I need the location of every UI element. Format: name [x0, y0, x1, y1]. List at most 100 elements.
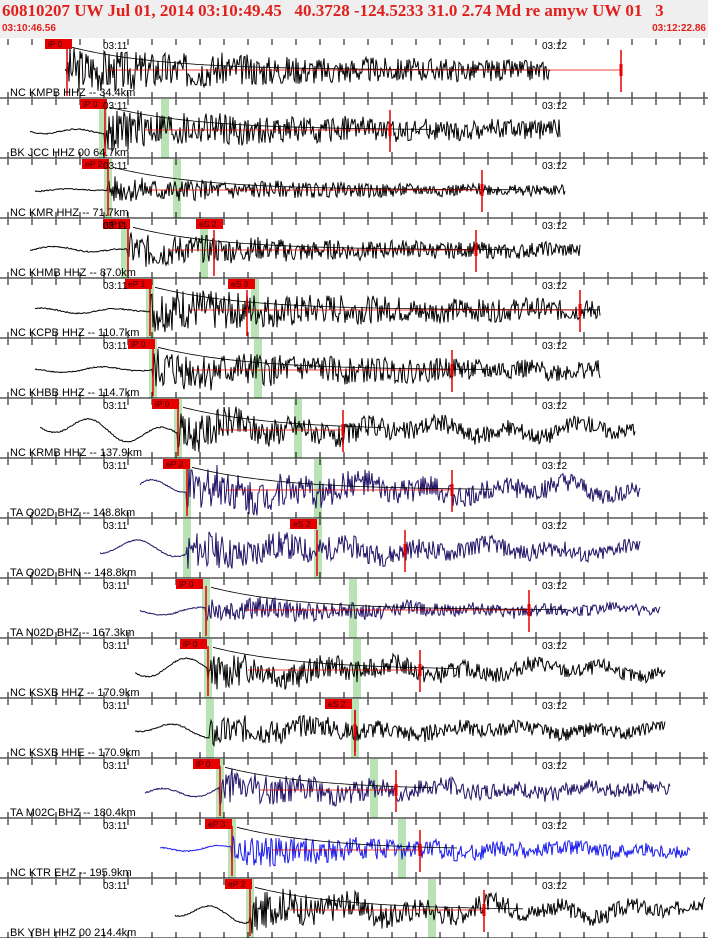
coda-pick-marker — [418, 664, 422, 676]
coda-curve — [109, 106, 431, 130]
time-label-right: 03:12 — [542, 641, 567, 652]
s-pick-label: eS 2 — [328, 699, 346, 709]
station-label: NC KSXB HHZ -- 170.9km — [10, 687, 140, 699]
coda-pick-marker — [450, 364, 454, 376]
coda-pick-marker — [474, 244, 478, 256]
coda-curve — [191, 466, 492, 490]
p-pick-label: iP 0 — [131, 339, 146, 349]
waveform — [139, 596, 661, 623]
coda-pick-marker — [403, 544, 407, 556]
time-label-right: 03:12 — [542, 821, 567, 832]
time-label-right: 03:12 — [542, 761, 567, 772]
phase-band — [428, 879, 436, 938]
s-pick-box — [325, 699, 352, 709]
time-label-left: 03:11 — [103, 341, 128, 352]
waveform — [135, 652, 666, 690]
trace-row: eS 2 03:11 03:12 TA Q02D BHN -- 148.8km — [0, 519, 708, 579]
time-label-right: 03:12 — [542, 281, 567, 292]
p-pick-label: eP 2 — [85, 159, 103, 169]
event-title: 60810207 UW Jul 01, 2014 03:10:49.45 40.… — [2, 1, 664, 20]
time-label-left: 03:11 — [103, 761, 128, 772]
coda-pick-marker — [341, 424, 345, 436]
station-label: BK JCC HHZ 00 64.7km — [10, 147, 129, 159]
trace-row: iP 003:11 03:12 NC KHBB HHZ -- 114.7km — [0, 339, 708, 399]
p-pick-box — [163, 459, 190, 469]
waveform — [34, 289, 601, 333]
phase-band — [200, 219, 208, 278]
trace-row: eP 3 03:11 03:12 NC KTR EHZ -- 195.9km — [0, 819, 708, 879]
time-label-right: 03:12 — [542, 881, 567, 892]
time-label-left: 03:11 — [103, 581, 128, 592]
coda-pick-marker — [482, 904, 486, 916]
trace-row: iP 0 03:11 03:12 TA N02D BHZ -- 167.3km — [0, 579, 708, 639]
s-pick-label: eS 2 — [293, 519, 311, 529]
s-pick-box — [228, 279, 255, 289]
p-pick-box — [45, 39, 72, 49]
p-pick-label: eP 2 — [228, 879, 246, 889]
station-label: NC KSXB HHE -- 170.9km — [10, 747, 140, 759]
coda-curve — [132, 226, 513, 251]
station-label: NC KHBB HHZ -- 114.7km — [10, 387, 139, 399]
p-pick-label: eP 3 — [208, 819, 226, 829]
station-label: NC KMPB HHZ -- 34.4km — [10, 87, 135, 99]
time-label-right: 03:12 — [542, 461, 567, 472]
station-label: TA M02C BHZ -- 180.4km — [10, 807, 136, 819]
station-label: TA Q02D BHN -- 148.8km — [10, 567, 136, 579]
waveform — [29, 110, 561, 153]
waveform — [144, 768, 671, 807]
coda-pick-marker — [527, 604, 531, 616]
station-label: NC KCPB HHZ -- 110.7km — [10, 327, 139, 339]
phase-band — [99, 99, 107, 158]
coda-curve — [112, 166, 522, 191]
phase-band — [398, 819, 406, 878]
time-label-left: 03:11 — [103, 161, 128, 172]
station-label: NC KMR HHZ -- 71.7km — [10, 207, 129, 219]
coda-pick-marker — [394, 784, 398, 796]
station-label: BK YBH HHZ 00 214.4km — [10, 927, 136, 938]
p-pick-label: iP 0 — [83, 99, 98, 109]
coda-curve — [210, 586, 568, 610]
coda-curve — [224, 766, 434, 789]
p-pick-label: iP 0 — [179, 579, 194, 589]
coda-curve — [182, 406, 384, 428]
phase-band — [349, 579, 357, 638]
coda-pick-marker — [353, 724, 357, 736]
p-pick-box — [80, 99, 107, 109]
p-pick-box — [176, 579, 203, 589]
time-label-left: 03:11 — [103, 221, 128, 232]
waveform — [34, 348, 601, 391]
time-label-right: 03:12 — [542, 161, 567, 172]
time-label-right: 03:12 — [542, 701, 567, 712]
time-label-left: 03:11 — [103, 821, 128, 832]
coda-curve — [212, 646, 458, 669]
time-label-left: 03:11 — [103, 521, 128, 532]
time-label-left: 03:11 — [103, 641, 128, 652]
coda-pick-marker — [619, 64, 623, 76]
time-label-left: 03:11 — [103, 461, 128, 472]
trace-row: iP 0 03:11 03:12 TA M02C BHZ -- 180.4km — [0, 759, 708, 819]
phase-band — [314, 459, 322, 518]
trace-row: eP 2 03:11 03:12 NC KMR HHZ -- 71.7km — [0, 159, 708, 219]
s-pick-box — [290, 519, 317, 529]
time-label-right: 03:12 — [542, 341, 567, 352]
trace-row: iP 0 03:11 03:12 BK JCC HHZ 00 64.7km — [0, 99, 708, 159]
time-label-left: 03:11 — [103, 41, 128, 52]
trace-row: eS 2 03:11 03:12 NC KSXB HHE -- 170.9km — [0, 699, 708, 759]
s-pick-label: eS 3 — [231, 279, 249, 289]
coda-pick-marker — [578, 304, 582, 316]
waveform — [64, 47, 551, 93]
time-label-right: 03:12 — [542, 401, 567, 412]
coda-curve — [157, 346, 490, 370]
phase-band — [254, 339, 262, 398]
p-pick-label: eP 1 — [128, 279, 146, 289]
time-label-left: 03:11 — [103, 281, 128, 292]
coda-pick-marker — [418, 844, 422, 856]
s-pick-label: eS 2 — [199, 219, 217, 229]
p-pick-box — [193, 759, 220, 769]
p-pick-label: iP 0 — [183, 639, 198, 649]
p-pick-box — [82, 159, 109, 169]
time-label-left: 03:11 — [103, 401, 128, 412]
coda-pick-marker — [388, 124, 392, 136]
waveform — [99, 531, 641, 569]
